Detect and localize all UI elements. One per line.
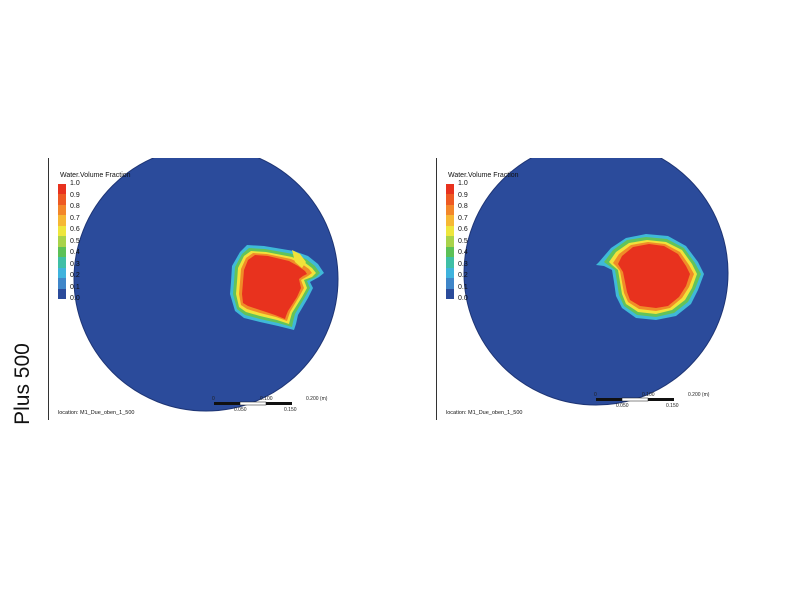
legend-swatch	[446, 267, 454, 279]
location-label: location: M1_Due_oben_1_500	[446, 410, 523, 416]
scale-bar-bot-black	[648, 398, 674, 401]
legend-tick-label: 0.1	[70, 283, 80, 291]
scale-bar-top-white	[239, 401, 267, 406]
scale-label-100: 0.100	[642, 392, 655, 398]
scale-bar-top-black	[596, 398, 622, 401]
legend-tick-label: 0.5	[458, 237, 468, 245]
legend-swatch	[446, 215, 454, 227]
legend-swatch	[446, 236, 454, 248]
scale-label-150: 0.150	[666, 403, 679, 409]
domain-circle	[73, 158, 339, 412]
legend-swatch	[58, 267, 66, 279]
scale-label-0: 0	[594, 392, 597, 398]
legend-colorbar	[58, 184, 66, 300]
scale-bar-top-black	[214, 402, 240, 405]
legend-swatch	[446, 194, 454, 206]
scale-bar-top-white	[621, 397, 649, 402]
legend-swatch	[446, 225, 454, 237]
hotspot-yellow	[292, 250, 306, 268]
legend-swatch	[58, 257, 66, 269]
left-panel: Water.Volume Fraction 1.0 0.9 0.8 0.7 0.6 0.5…	[48, 158, 408, 420]
scale-label-050: 0.050	[616, 403, 629, 409]
legend-tick-label: 0.7	[458, 214, 468, 222]
legend-tick-label: 0.8	[70, 203, 80, 210]
legend-tick-label: 0.2	[458, 272, 468, 279]
volume-fraction-field	[73, 158, 339, 412]
legend-swatch	[58, 225, 66, 237]
scale-bar-bot-black	[266, 402, 292, 405]
legend-swatch	[58, 288, 66, 300]
scale-label-200: 0.200 (m)	[306, 396, 328, 402]
legend-tick-label: 0.8	[458, 203, 468, 210]
legend-tick-label: 0.9	[70, 191, 80, 199]
right-panel: Water.Volume Fraction 1.0 0.9 0.8 0.7 0.6 0.5…	[436, 158, 796, 420]
legend-swatch	[446, 257, 454, 269]
legend-swatch	[58, 184, 66, 195]
legend-swatch	[446, 278, 454, 290]
legend-tick-label: 0.5	[70, 237, 80, 245]
scale-label-0: 0	[212, 396, 215, 402]
scale-label-200: 0.200 (m)	[688, 392, 710, 398]
legend-swatch	[58, 194, 66, 206]
legend-swatch	[58, 215, 66, 227]
scale-label-050: 0.050	[234, 407, 247, 413]
legend-swatch	[58, 236, 66, 248]
legend-tick-label: 1.0	[458, 180, 468, 187]
legend-tick-label: 0.6	[458, 226, 468, 233]
row-label: Plus 500	[11, 343, 34, 425]
legend-tick-label: 0.4	[70, 249, 80, 256]
core-water-region	[618, 244, 690, 308]
legend-swatch	[58, 278, 66, 290]
legend-swatch	[446, 204, 454, 216]
legend-swatch	[446, 184, 454, 195]
legend-tick-label: 1.0	[70, 180, 80, 187]
legend-tick-label: 0.7	[70, 214, 80, 222]
legend: Water.Volume Fraction 1.0 0.9 0.8 0.7 0.6 0.5…	[446, 172, 519, 302]
domain-circle	[463, 158, 729, 406]
legend-tick-label: 0.3	[70, 260, 80, 268]
volume-fraction-field	[463, 158, 729, 406]
location-label: location: M1_Due_oben_1_500	[58, 410, 135, 416]
scale-label-150: 0.150	[284, 407, 297, 413]
panel-divider	[48, 158, 49, 420]
legend-swatch	[58, 246, 66, 258]
legend-swatch	[58, 204, 66, 216]
scale-label-100: 0.100	[260, 396, 273, 402]
legend-title: Water.Volume Fraction	[60, 172, 131, 179]
core-water-region	[242, 255, 307, 319]
legend-tick-label: 0.2	[70, 272, 80, 279]
legend-tick-label: 0.1	[458, 283, 468, 291]
legend-swatch	[446, 246, 454, 258]
legend-tick-label: 0.9	[458, 191, 468, 199]
legend-tick-label: 0.0	[458, 295, 468, 302]
legend-title: Water.Volume Fraction	[448, 172, 519, 179]
legend: Water.Volume Fraction 1.0 0.9 0.8 0.7 0.6 0.5…	[58, 172, 131, 302]
legend-tick-label: 0.3	[458, 260, 468, 268]
panel-divider	[436, 158, 437, 420]
legend-tick-label: 0.6	[70, 226, 80, 233]
legend-colorbar	[446, 184, 454, 300]
legend-swatch	[446, 288, 454, 300]
legend-tick-label: 0.4	[458, 249, 468, 256]
legend-tick-label: 0.0	[70, 295, 80, 302]
